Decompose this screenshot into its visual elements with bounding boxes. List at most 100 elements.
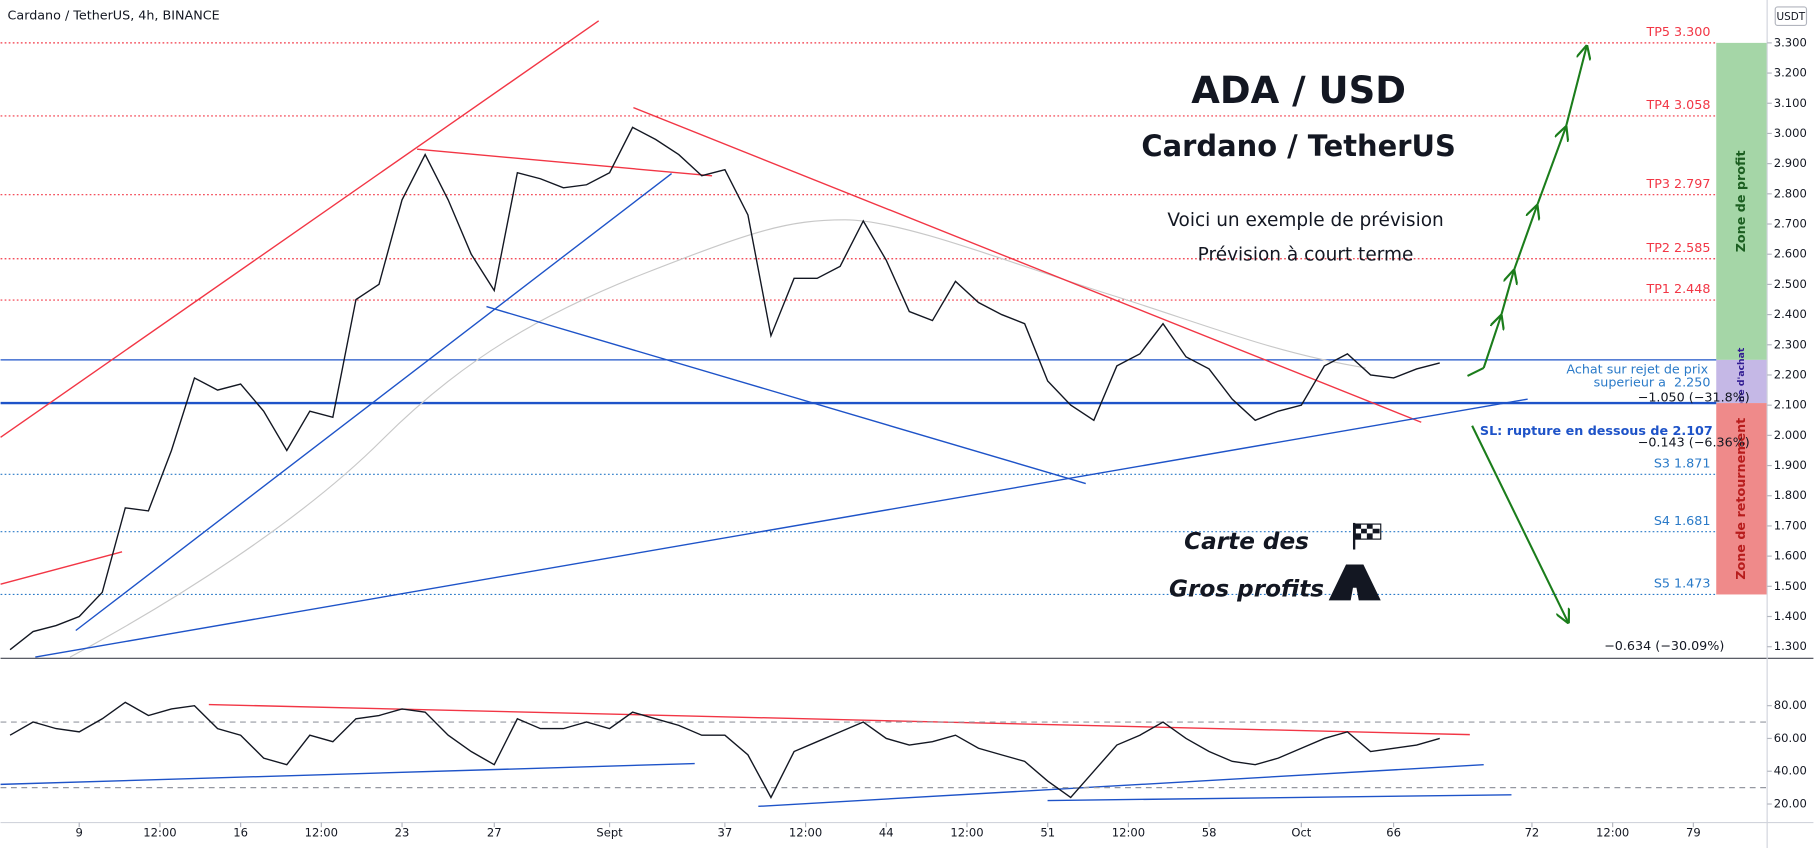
trendline [0,762,695,786]
level-label: TP5 3.300 [1645,24,1710,39]
y-tick-label: 2.800 [1774,186,1807,200]
chart-title: ADA / USD [1191,69,1406,112]
flag-icon [1352,522,1382,550]
y-tick-label: 40.00 [1774,764,1807,778]
y-tick-label: 1.900 [1774,458,1807,472]
x-tick-label: 12:00 [1596,825,1629,839]
trendline [758,764,1484,808]
y-tick-label: 3.100 [1774,96,1807,110]
arrow [1471,425,1568,623]
trendline [1047,794,1512,802]
price-line [9,126,1440,651]
level-label: TP3 2.797 [1645,176,1710,191]
y-tick-label: 1.800 [1774,488,1807,502]
note: Prévision à court terme [1198,245,1414,266]
zone [1716,403,1768,595]
y-tick-label: 3.300 [1774,35,1807,49]
x-tick-label: 27 [487,825,502,839]
measure: −0.143 (−6.36%) [1638,435,1750,450]
x-tick-label: 51 [1040,825,1055,839]
y-tick-label: 2.200 [1774,367,1807,381]
measure: −0.634 (−30.09%) [1604,638,1724,653]
symbol-header: Cardano / TetherUS, 4h, BINANCE [8,8,220,23]
arrow [1564,46,1587,128]
y-tick-label: 1.300 [1774,639,1807,653]
arrow [1467,366,1485,377]
level-label: TP4 3.058 [1645,97,1710,112]
y-tick-label: 3.200 [1774,66,1807,80]
y-tick-label: 20.00 [1774,797,1807,811]
x-tick-label: 37 [718,825,733,839]
x-tick-label: 72 [1525,825,1540,839]
y-tick-label: 2.700 [1774,217,1807,231]
brand: Carte des [1184,529,1309,555]
zone-label: Zone d'achat [1736,347,1747,415]
level-label: S4 1.681 [1654,513,1711,528]
arrow [1482,316,1501,369]
zones: Zone de profit Zone d'achat Zone de retour… [1716,42,1768,595]
trendlines [0,20,1528,658]
arrow [1500,271,1514,317]
buy-note: Achat sur rejet de prix [1566,362,1708,377]
x-tick-label: 12:00 [1112,825,1145,839]
zone [1716,42,1768,360]
y-tick-label: 1.500 [1774,579,1807,593]
x-tick-label: Sept [596,825,623,839]
stop-note: SL: rupture en dessous de 2.107 [1480,423,1713,438]
x-tick-label: 12:00 [143,825,176,839]
road-icon [1328,564,1381,601]
y-tick-label: 2.900 [1774,156,1807,170]
chart-subtitle: Cardano / TetherUS [1141,129,1455,163]
y-tick-label: 60.00 [1774,731,1807,745]
x-tick-label: 44 [879,825,894,839]
x-tick-label: 66 [1386,825,1401,839]
x-tick-label: 12:00 [305,825,338,839]
x-tick-label: 23 [395,825,410,839]
trendline [486,305,1086,485]
x-tick-label: 12:00 [950,825,983,839]
trendline [0,20,600,438]
arrow [1512,206,1537,272]
x-tick-label: 9 [76,825,83,839]
trendline [633,106,1422,423]
level-label: TP2 2.585 [1645,240,1710,255]
y-tick-label: 2.100 [1774,398,1807,412]
level-label: S3 1.871 [1654,455,1711,470]
rsi-pane [0,701,1768,808]
x-tick-label: 79 [1686,825,1701,839]
y-tick-label: 2.400 [1774,307,1807,321]
y-tick-label: 80.00 [1774,698,1807,712]
zone-label: Zone de retournement [1733,418,1748,580]
currency-badge [1774,6,1808,27]
x-tick-label: 16 [233,825,248,839]
levels: TP5 3.300 TP4 3.058 TP3 2.797 TP2 2.585 TP1 … [0,24,1717,596]
x-tick-label: 12:00 [789,825,822,839]
y-tick-label: 1.400 [1774,609,1807,623]
y-tick-label: 3.000 [1774,126,1807,140]
zone [1716,359,1768,404]
y-tick-label: 1.600 [1774,549,1807,563]
y-tick-label: 2.500 [1774,277,1807,291]
trendline [0,551,123,585]
brand: Gros profits [1169,577,1324,603]
projection-arrows [1467,46,1587,623]
level-label: S5 1.473 [1654,576,1711,591]
price-pane [9,126,1440,651]
zone-label: Zone de profit [1733,150,1748,252]
level-label: TP1 2.448 [1645,281,1710,296]
trendline [35,398,1528,658]
y-tick-label: 1.700 [1774,518,1807,532]
axes: 3.300 3.200 3.100 3.000 2.900 2.800 2.700 2.600… [76,35,1807,839]
arrow [1535,127,1566,207]
y-tick-label: 2.000 [1774,428,1807,442]
x-tick-label: 58 [1202,825,1217,839]
buy-note: superieur a 2.250 [1594,374,1711,389]
y-tick-label: 2.300 [1774,337,1807,351]
trendline [75,172,672,632]
currency: USDT [1777,11,1806,23]
measure: −1.050 (−31.8%) [1638,389,1750,404]
y-tick-label: 2.600 [1774,247,1807,261]
x-tick-label: Oct [1291,825,1311,839]
note: Voici un exemple de prévision [1167,210,1443,231]
